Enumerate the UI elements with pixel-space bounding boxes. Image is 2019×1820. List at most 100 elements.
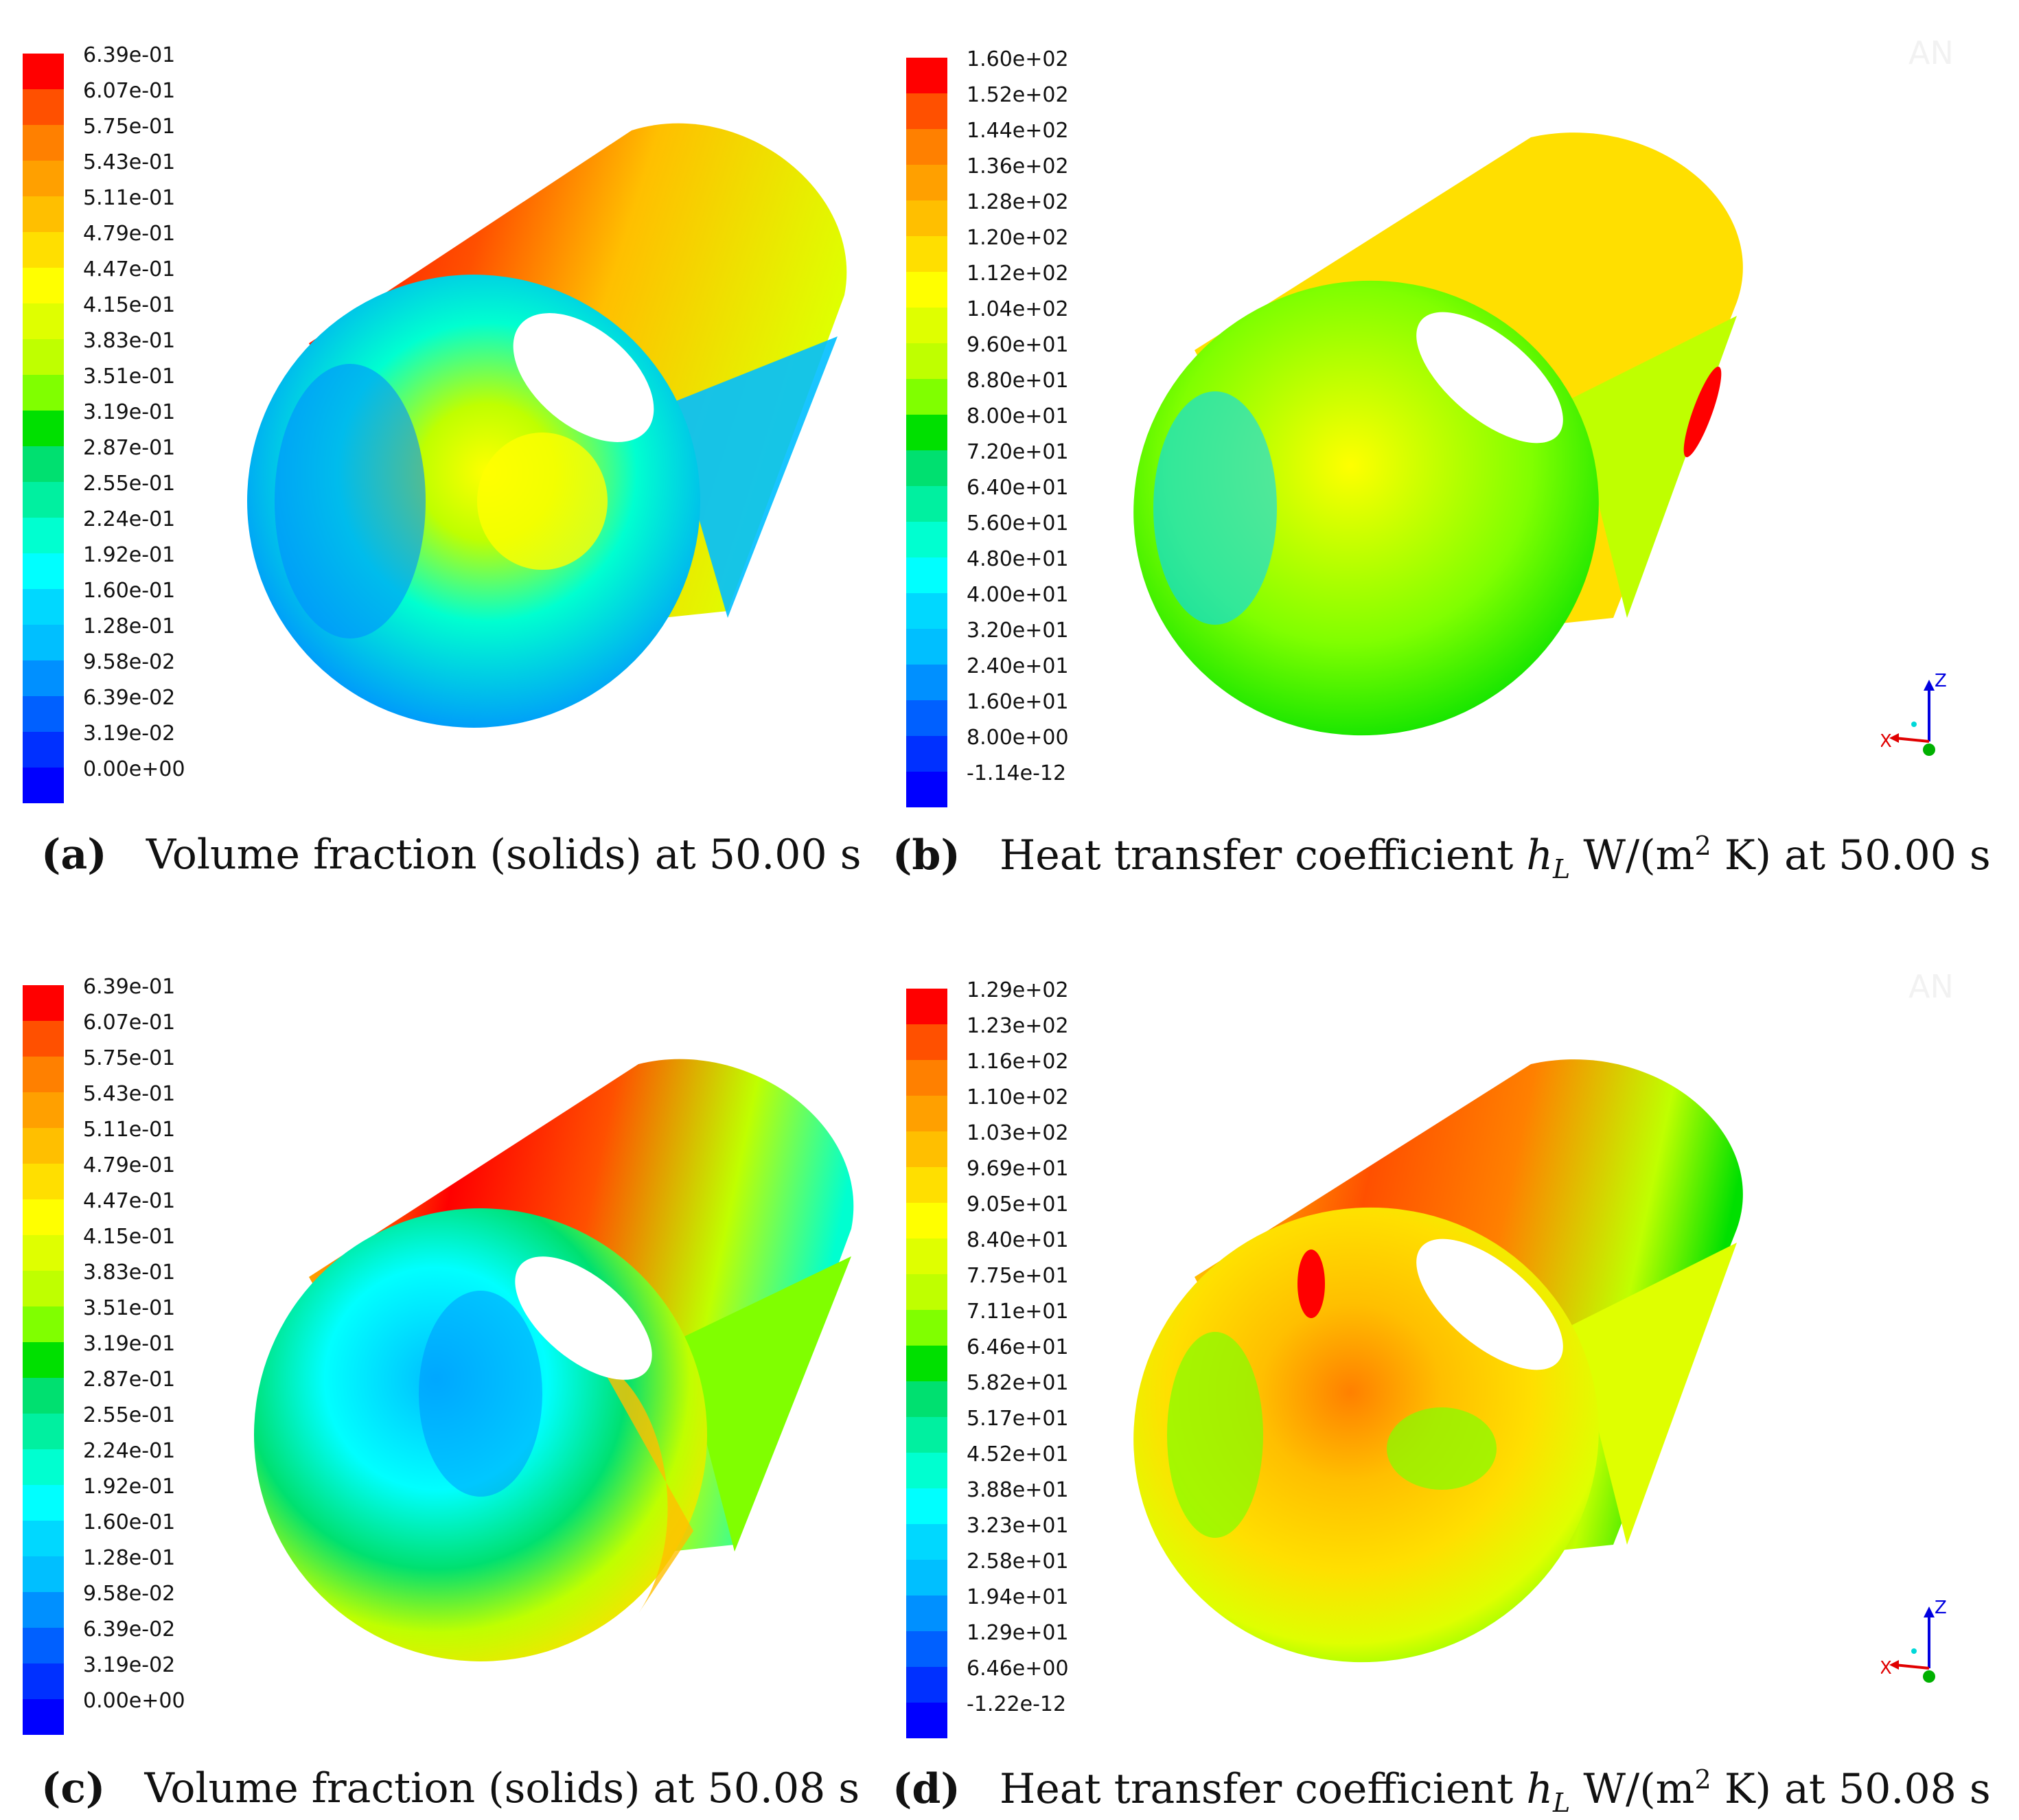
colorbar-swatch — [906, 272, 947, 308]
colorbar-tick-label: 2.40e+01 — [967, 654, 1069, 678]
colorbar-swatch — [23, 696, 64, 732]
colorbar-swatch — [23, 339, 64, 375]
colorbar-swatch — [906, 772, 947, 807]
colorbar-swatch — [23, 1092, 64, 1128]
colorbar-swatch — [906, 1488, 947, 1524]
axis-label-z: Z — [1935, 673, 1947, 691]
colorbar-swatch — [906, 165, 947, 200]
caption-text: Volume fraction (solids) at 50.00 s — [146, 831, 862, 879]
colorbar-swatch — [23, 232, 64, 268]
colorbar-tick-label: 4.00e+01 — [967, 583, 1069, 607]
colorbar-swatch — [23, 625, 64, 660]
colorbar-swatch — [906, 1131, 947, 1167]
colorbar-swatch — [906, 1060, 947, 1096]
caption-superscript: 2 — [1694, 1764, 1711, 1795]
colorbar-tick-label: 9.60e+01 — [967, 333, 1069, 357]
colorbar-swatch — [23, 1449, 64, 1485]
colorbar-tick-label: 4.79e-01 — [83, 222, 176, 246]
axis-label-z: Z — [1935, 1600, 1947, 1618]
colorbar-swatch — [23, 1699, 64, 1735]
colorbar-tick-label: 5.82e+01 — [967, 1371, 1069, 1395]
colorbar-swatch — [906, 450, 947, 486]
colorbar-tick-label: 8.80e+01 — [967, 369, 1069, 393]
colorbar-tick-label: 3.83e-01 — [83, 329, 176, 353]
colorbar-tick-label: 1.60e+02 — [967, 47, 1069, 71]
colorbar-tick-label: 9.58e-02 — [83, 650, 176, 674]
colorbar-swatch — [23, 1306, 64, 1342]
colorbar-swatch — [906, 486, 947, 522]
colorbar-tick-label: 1.60e+01 — [967, 690, 1069, 714]
colorbar-swatch — [23, 268, 64, 303]
colorbar-swatch — [23, 1378, 64, 1414]
caption-subscript: L — [1553, 854, 1571, 884]
panel-d: 1.29e+02 1.23e+02 1.16e+02 1.10e+02 1.03e+02… — [892, 927, 2019, 1820]
colorbar-swatch — [906, 1024, 947, 1060]
colorbar-swatch — [906, 1203, 947, 1239]
caption-b: (b) Heat transfer coefficient hL W/(m2 K… — [892, 831, 1991, 884]
colorbar-swatch — [906, 557, 947, 593]
colorbar-tick-label: 6.39e-02 — [83, 686, 176, 710]
colorbar-tick-label: -1.14e-12 — [967, 761, 1067, 785]
colorbar-tick-label: 9.58e-02 — [83, 1582, 176, 1606]
colorbar-swatch — [906, 593, 947, 629]
colorbar-tick-label: 1.44e+02 — [967, 119, 1069, 143]
colorbar-swatch — [906, 1167, 947, 1203]
colorbar-swatch — [23, 660, 64, 696]
colorbar-tick-label: 3.19e-02 — [83, 1653, 176, 1677]
colorbar-tick-label: 5.43e-01 — [83, 150, 176, 174]
colorbar-tick-label: 1.28e+02 — [967, 190, 1069, 214]
colorbar-tick-label: 5.11e-01 — [83, 1118, 176, 1142]
colorbar-tick-label: 6.39e-01 — [83, 975, 176, 999]
colorbar-c: 6.39e-01 6.07e-01 5.75e-01 5.43e-01 5.11e-01… — [23, 977, 229, 1740]
colorbar-tick-label: 1.92e-01 — [83, 1475, 176, 1499]
colorbar-swatch — [23, 518, 64, 553]
colorbar-swatch — [906, 415, 947, 450]
colorbar-tick-label: 1.12e+02 — [967, 262, 1069, 286]
colorbar-swatch — [23, 1199, 64, 1235]
colorbar-tick-label: 3.19e-02 — [83, 722, 176, 746]
colorbar-tick-label: 1.28e-01 — [83, 614, 176, 638]
colorbar-tick-label: 7.11e+01 — [967, 1300, 1069, 1324]
colorbar-tick-label: 6.07e-01 — [83, 79, 176, 103]
colorbar-swatch — [906, 1596, 947, 1631]
colorbar-swatch — [23, 89, 64, 125]
colorbar-swatch — [23, 768, 64, 803]
colorbar-tick-label: 7.20e+01 — [967, 440, 1069, 464]
colorbar-swatch — [906, 93, 947, 129]
colorbar-swatch — [906, 343, 947, 379]
colorbar-swatch — [906, 665, 947, 700]
caption-letter: (b) — [892, 831, 960, 879]
colorbar-tick-label: 5.11e-01 — [83, 186, 176, 210]
colorbar-tick-label: 1.23e+02 — [967, 1014, 1069, 1038]
colorbar-swatch — [906, 200, 947, 236]
caption-a: (a) Volume fraction (solids) at 50.00 s — [41, 831, 862, 879]
colorbar-tick-label: 6.39e-02 — [83, 1617, 176, 1642]
cylinder-opening-d — [1416, 1239, 1563, 1370]
colorbar-swatch — [906, 308, 947, 343]
contour-plot-c — [254, 1059, 854, 1661]
colorbar-tick-label: 1.04e+02 — [967, 297, 1069, 321]
watermark-d: AN — [1908, 968, 1954, 1005]
caption-text: Volume fraction (solids) at 50.08 s — [144, 1764, 860, 1812]
colorbar-swatch — [23, 482, 64, 518]
caption-subscript: L — [1553, 1788, 1571, 1818]
colorbar-swatch — [906, 58, 947, 93]
contour-plot-d — [1133, 1059, 1743, 1663]
colorbar-swatch — [23, 1057, 64, 1092]
colorbar-swatch — [906, 1417, 947, 1453]
colorbar-a: 6.39e-01 6.07e-01 5.75e-01 5.43e-01 5.11e-01… — [23, 45, 229, 809]
colorbar-swatch — [906, 1524, 947, 1560]
colorbar-tick-label: 1.52e+02 — [967, 83, 1069, 107]
colorbar-swatch — [23, 1164, 64, 1199]
colorbar-tick-label: 1.03e+02 — [967, 1121, 1069, 1145]
colorbar-tick-label: 8.00e+00 — [967, 726, 1069, 750]
cylinder-opening-b — [1416, 312, 1563, 444]
colorbar-swatch — [23, 1556, 64, 1592]
colorbar-swatch — [23, 1485, 64, 1521]
cylinder-opening-c — [515, 1256, 652, 1380]
colorbar-b: 1.60e+02 1.52e+02 1.44e+02 1.36e+02 1.28e+02… — [906, 49, 1112, 813]
colorbar-tick-label: 4.79e-01 — [83, 1153, 176, 1177]
colorbar-tick-label: 2.24e-01 — [83, 1439, 176, 1463]
colorbar-swatch — [23, 1235, 64, 1271]
colorbar-tick-label: 3.51e-01 — [83, 1296, 176, 1320]
